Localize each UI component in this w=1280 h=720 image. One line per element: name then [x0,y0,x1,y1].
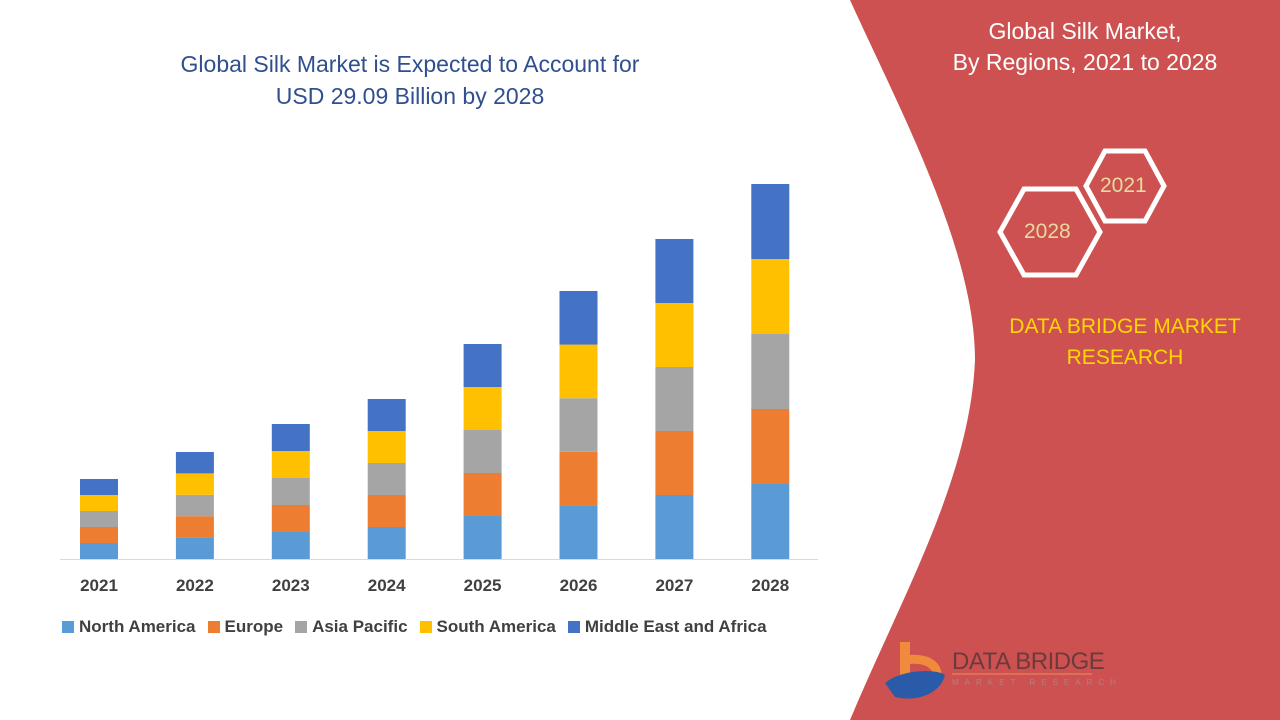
chart-title-line-1: Global Silk Market is Expected to Accoun… [180,51,640,77]
bar-2025-europe [463,473,502,516]
legend-item: Asia Pacific [295,617,408,637]
side-title-line-2: By Regions, 2021 to 2028 [952,49,1218,75]
bar-2024-north-america [367,527,406,559]
bar-2025-south-america [463,387,502,430]
bar-2021-south-america [80,495,118,511]
x-tick-label: 2021 [80,576,118,595]
hexagon-2021 [1083,148,1167,224]
red-side-panel [850,0,1280,720]
bar-2026-north-america [559,505,598,559]
legend-label: Europe [224,617,284,636]
x-tick-label: 2027 [655,576,694,595]
bar-2027-south-america [655,303,694,367]
chart-title: Global Silk Market is Expected to Accoun… [110,48,710,112]
x-tick-label: 2023 [271,576,310,595]
bar-2023-middle-east-and-africa [271,424,310,451]
bar-2028-asia-pacific [751,334,790,409]
bar-2028-south-america [751,259,790,334]
bar-2027-europe [655,431,694,495]
x-tick-label: 2022 [175,576,214,595]
brand-line-2: RESEARCH [1066,346,1184,369]
bar-2027-asia-pacific [655,367,694,431]
side-panel-title: Global Silk Market, By Regions, 2021 to … [900,16,1270,78]
bar-2021-asia-pacific [80,511,118,527]
bar-2028-middle-east-and-africa [751,184,790,259]
bar-2028-north-america [751,484,790,559]
bar-2024-asia-pacific [367,463,406,495]
legend-label: North America [79,617,196,636]
bar-2023-europe [271,505,310,532]
bar-2025-asia-pacific [463,430,502,473]
legend-item: Middle East and Africa [567,617,767,637]
logo-tagline: MARKET RESEARCH [952,678,1122,687]
legend-item: North America [62,617,196,637]
logo-name: DATA BRIDGE [952,648,1105,675]
bar-2021-middle-east-and-africa [80,479,118,495]
x-tick-label: 2028 [751,576,790,595]
bar-2026-middle-east-and-africa [559,291,598,345]
legend-item: South America [419,617,556,637]
bar-2023-south-america [271,451,310,478]
legend-swatch [567,621,580,633]
chart-title-line-2: USD 29.09 Billion by 2028 [275,83,545,109]
bars-group [80,184,790,559]
bar-2023-north-america [271,532,310,559]
legend: North America Europe Asia Pacific South Ame… [62,617,767,637]
bar-2022-north-america [175,537,214,559]
hexagon-2028 [997,186,1103,278]
bar-2022-europe [175,516,214,538]
x-tick-label: 2024 [367,576,406,595]
bar-2027-middle-east-and-africa [655,239,694,303]
bar-2022-south-america [175,473,214,495]
bar-2025-north-america [463,516,502,559]
x-tick-label: 2025 [463,576,502,595]
bar-2024-europe [367,495,406,527]
legend-swatch [207,621,220,633]
brand-line-1: DATA BRIDGE MARKET [1009,315,1241,338]
hex-label-2021: 2021 [1100,174,1147,197]
bar-2026-south-america [559,344,598,399]
x-tick-label: 2026 [559,576,598,595]
bar-2026-asia-pacific [559,398,598,452]
bar-2022-asia-pacific [175,494,214,517]
bar-2025-middle-east-and-africa [463,344,502,387]
hex-label-2028: 2028 [1024,220,1071,243]
legend-label: Middle East and Africa [584,617,767,636]
bar-2022-middle-east-and-africa [175,452,214,474]
bar-2023-asia-pacific [271,478,310,505]
side-title-line-1: Global Silk Market, [988,18,1182,44]
legend-item: Europe [207,617,284,637]
bar-2026-europe [559,451,598,506]
logo-mark [885,642,945,699]
legend-swatch [62,621,74,633]
legend-label: South America [436,617,556,636]
bar-2021-north-america [80,543,118,559]
legend-swatch [419,621,432,633]
brand-text: DATA BRIDGE MARKET RESEARCH [975,311,1275,373]
bar-2024-south-america [367,431,406,463]
bar-2021-europe [80,527,118,543]
bar-2028-europe [751,409,790,484]
bar-2027-north-america [655,495,694,559]
legend-label: Asia Pacific [312,617,408,636]
bar-2024-middle-east-and-africa [367,399,406,431]
legend-swatch [295,621,308,633]
